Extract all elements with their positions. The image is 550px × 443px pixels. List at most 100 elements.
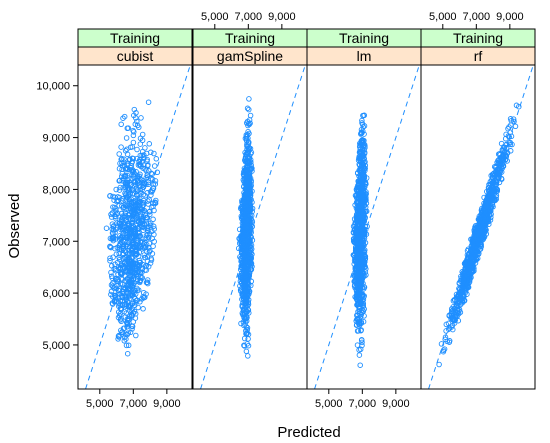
data-point [460, 277, 467, 284]
data-point [489, 188, 495, 195]
data-point [357, 196, 364, 202]
data-point [132, 266, 138, 272]
reference-line-rf [428, 65, 534, 389]
data-point [120, 284, 127, 291]
data-point [141, 155, 147, 162]
x-tick-label: 7,000 [120, 398, 148, 410]
data-point [458, 296, 465, 302]
data-point [120, 250, 126, 257]
strip-model-label: lm [357, 48, 372, 64]
data-point [353, 295, 360, 302]
data-point [243, 120, 250, 126]
data-point [145, 201, 152, 207]
data-point [245, 353, 251, 359]
data-point [354, 200, 360, 207]
data-point [125, 294, 132, 300]
data-point [119, 156, 125, 162]
data-point [154, 169, 161, 176]
data-point [356, 352, 363, 358]
data-point [121, 215, 128, 221]
data-point [358, 232, 364, 238]
data-point [107, 255, 113, 261]
data-point [486, 208, 492, 214]
x-tick-label: 5,000 [315, 398, 343, 410]
data-point [130, 168, 136, 174]
data-point [110, 227, 117, 233]
data-point [498, 169, 505, 175]
data-point [142, 263, 149, 269]
data-point [358, 131, 364, 137]
data-point [357, 165, 363, 172]
data-point [353, 228, 360, 235]
data-point [151, 150, 157, 157]
data-point [117, 291, 123, 297]
data-point [356, 211, 363, 217]
data-point [354, 283, 360, 289]
data-point [116, 287, 122, 294]
data-point [116, 332, 122, 339]
data-point [116, 243, 123, 249]
data-point [490, 204, 496, 210]
data-point [476, 215, 482, 222]
data-point [241, 176, 248, 182]
data-point [124, 320, 130, 327]
data-point [354, 328, 361, 334]
data-point [133, 332, 139, 339]
data-point [126, 211, 132, 218]
data-point [151, 231, 157, 238]
data-point [443, 321, 450, 328]
data-point [137, 196, 143, 202]
data-point [246, 130, 252, 137]
data-point [131, 173, 137, 180]
data-point [516, 103, 522, 110]
data-point [118, 327, 124, 334]
data-point [471, 245, 477, 252]
data-point [351, 252, 357, 259]
data-point [478, 241, 484, 247]
data-point [249, 223, 256, 230]
data-point [505, 133, 512, 139]
data-point [118, 318, 124, 325]
data-point [242, 216, 248, 223]
panels-layer: Training cubist Training gamSpline Training l… [77, 28, 536, 390]
data-point [143, 279, 150, 286]
data-point [132, 299, 138, 306]
data-point [123, 342, 130, 349]
data-point [125, 303, 132, 309]
data-point [109, 210, 116, 216]
data-point [130, 139, 137, 146]
data-point [242, 318, 249, 324]
data-point [354, 342, 361, 348]
data-point [246, 117, 253, 123]
data-point [144, 215, 151, 221]
data-point [124, 234, 131, 241]
panel-frame-rf [420, 64, 536, 390]
data-point [477, 239, 483, 246]
x-axis-title: Predicted [277, 424, 340, 441]
data-point [107, 244, 113, 250]
data-point [243, 132, 250, 138]
data-point [145, 179, 152, 186]
data-point [355, 301, 361, 308]
data-point [133, 168, 139, 175]
data-point [133, 215, 139, 221]
data-point [137, 135, 144, 142]
data-point [239, 200, 246, 207]
data-point [148, 204, 155, 210]
data-point [143, 150, 150, 157]
data-point [147, 220, 154, 226]
data-point [356, 293, 363, 299]
data-point [360, 112, 366, 119]
data-point [136, 226, 142, 232]
data-point [129, 326, 135, 332]
data-point [362, 247, 368, 253]
data-point [361, 172, 367, 179]
data-point [140, 306, 146, 312]
data-point [244, 105, 251, 112]
data-point [111, 204, 118, 211]
data-point [147, 248, 153, 254]
data-point [244, 149, 251, 156]
data-point [120, 115, 126, 121]
data-point [359, 147, 365, 153]
data-point [125, 206, 131, 212]
